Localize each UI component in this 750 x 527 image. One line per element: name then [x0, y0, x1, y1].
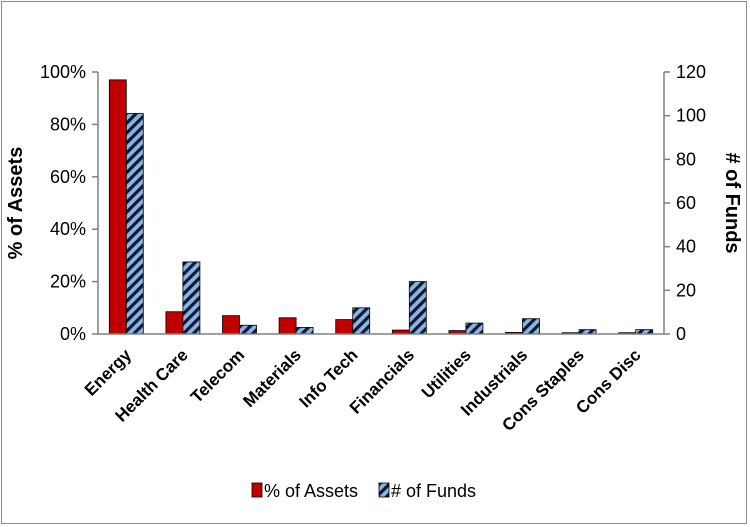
bar-funds [408, 281, 427, 335]
category-label: Utilities [418, 345, 475, 402]
right-tick-label: 40 [676, 237, 696, 257]
bar-funds [125, 113, 144, 335]
bar-assets [108, 79, 127, 335]
left-tick-label: 40% [50, 219, 86, 239]
right-tick-label: 0 [676, 324, 686, 344]
right-tick-label: 80 [676, 149, 696, 169]
bar-assets [278, 317, 297, 335]
legend-swatch-funds [378, 482, 390, 498]
legend-label-assets: % of Assets [264, 481, 358, 501]
left-tick-label: 60% [50, 167, 86, 187]
left-tick-label: 0% [60, 324, 86, 344]
bar-assets [222, 315, 240, 335]
bar-funds [182, 261, 201, 335]
left-tick-label: 20% [50, 272, 86, 292]
left-axis-ticks: 0% 20% 40% 60% 80% 100% [40, 62, 98, 344]
legend-swatch-assets [251, 482, 263, 498]
bar-funds [239, 324, 257, 335]
bar-funds [295, 327, 314, 335]
bar-funds [352, 307, 371, 335]
legend-label-funds: # of Funds [391, 481, 476, 501]
category-label: Materials [239, 345, 305, 411]
right-tick-label: 120 [676, 62, 706, 82]
y-axis-title: % of Assets [5, 147, 27, 260]
left-tick-label: 80% [50, 114, 86, 134]
bars [108, 79, 654, 335]
right-axis-ticks: 0 20 40 60 80 100 120 [664, 62, 706, 344]
bar-funds [465, 322, 484, 335]
left-tick-label: 100% [40, 62, 86, 82]
right-tick-label: 60 [676, 193, 696, 213]
bar-funds [522, 318, 540, 335]
category-label: Energy [81, 345, 136, 400]
bar-assets [335, 319, 354, 335]
legend: % of Assets # of Funds [251, 481, 476, 501]
right-tick-label: 20 [676, 280, 696, 300]
right-tick-label: 100 [676, 106, 706, 126]
y2-axis-title: # of Funds [721, 152, 743, 253]
bar-assets [165, 311, 184, 335]
